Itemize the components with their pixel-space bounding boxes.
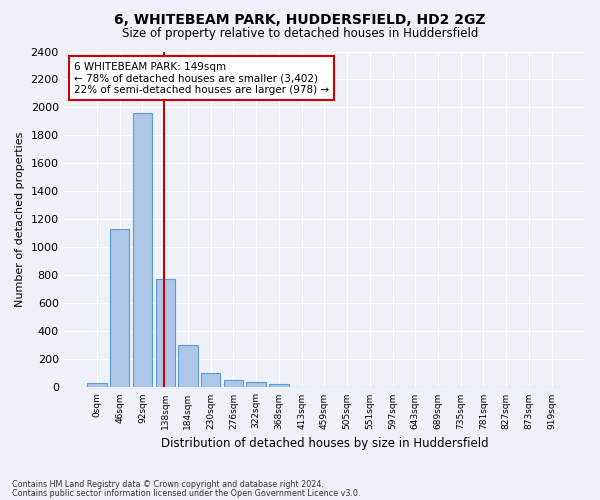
- Bar: [178, 346, 197, 388]
- Text: Contains public sector information licensed under the Open Government Licence v3: Contains public sector information licen…: [12, 489, 361, 498]
- X-axis label: Distribution of detached houses by size in Huddersfield: Distribution of detached houses by size …: [161, 437, 488, 450]
- Text: 6, WHITEBEAM PARK, HUDDERSFIELD, HD2 2GZ: 6, WHITEBEAM PARK, HUDDERSFIELD, HD2 2GZ: [114, 12, 486, 26]
- Text: Size of property relative to detached houses in Huddersfield: Size of property relative to detached ho…: [122, 28, 478, 40]
- Bar: [88, 382, 107, 388]
- Bar: [110, 230, 130, 388]
- Bar: [201, 372, 220, 388]
- Bar: [269, 384, 289, 388]
- Bar: [247, 382, 266, 388]
- Bar: [133, 113, 152, 388]
- Text: 6 WHITEBEAM PARK: 149sqm
← 78% of detached houses are smaller (3,402)
22% of sem: 6 WHITEBEAM PARK: 149sqm ← 78% of detach…: [74, 62, 329, 95]
- Bar: [155, 279, 175, 388]
- Y-axis label: Number of detached properties: Number of detached properties: [15, 132, 25, 307]
- Bar: [224, 380, 243, 388]
- Text: Contains HM Land Registry data © Crown copyright and database right 2024.: Contains HM Land Registry data © Crown c…: [12, 480, 324, 489]
